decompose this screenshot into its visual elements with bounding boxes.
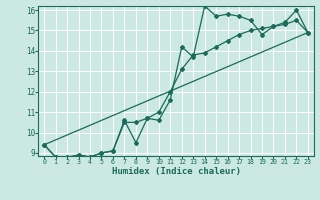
X-axis label: Humidex (Indice chaleur): Humidex (Indice chaleur): [111, 167, 241, 176]
